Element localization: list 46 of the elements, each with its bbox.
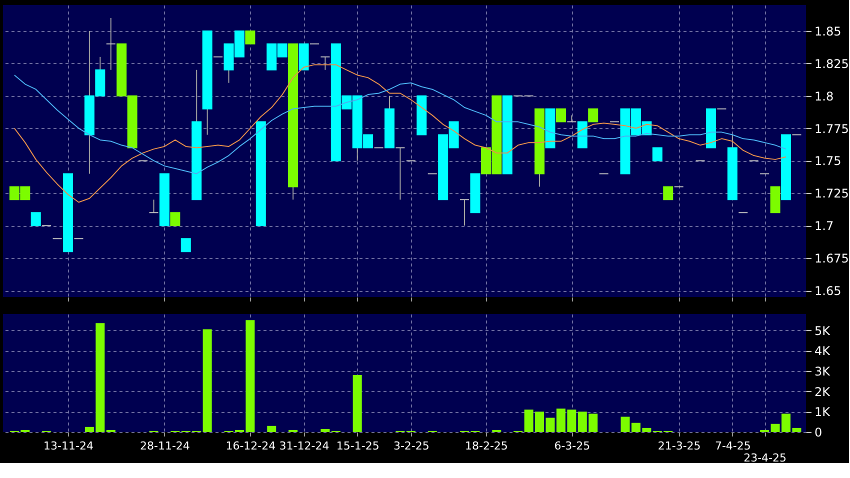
y-tick-label: 0 [814, 426, 822, 440]
candlestick [245, 30, 256, 44]
candlestick [106, 17, 116, 70]
y-tick-label: 4K [814, 344, 832, 358]
candlestick [395, 147, 406, 200]
y-tick-label: 2K [814, 384, 832, 399]
y-tick-label: 1K [814, 405, 832, 420]
y-tick-label: 3K [814, 364, 832, 378]
x-tick-label: 15-1-25 [336, 440, 380, 452]
y-tick-label: 5K [814, 324, 832, 338]
bar [320, 428, 330, 432]
candlestick [460, 199, 470, 226]
x-tick-label: 28-11-24 [140, 440, 190, 452]
bar [267, 426, 276, 432]
x-tick-label: 31-12-24 [279, 440, 330, 452]
candlestick [556, 108, 566, 122]
candlestick [180, 238, 191, 252]
y-tick-label: 1.65 [814, 284, 842, 298]
x-tick-label: 18-2-25 [464, 440, 508, 452]
y-tick-label: 1.725 [814, 186, 849, 201]
x-tick-label: 16-12-24 [226, 440, 276, 452]
x-tick-label: 23-4-25 [744, 452, 787, 464]
candlestick [663, 186, 674, 200]
candlestick [170, 212, 180, 226]
y-tick-label: 1.675 [814, 252, 849, 266]
y-tick-label: 1.75 [814, 154, 842, 168]
bar [352, 375, 362, 432]
candlestick [566, 114, 577, 122]
y-tick-label: 1.775 [814, 122, 849, 136]
x-tick-label: 6-3-25 [554, 440, 590, 452]
x-tick-label: 13-11-24 [44, 440, 94, 452]
candlestick [320, 56, 330, 70]
line-series [14, 74, 786, 174]
bar [202, 329, 212, 432]
x-tick-label: 7-4-25 [714, 440, 751, 452]
line-series [14, 64, 786, 203]
y-tick-label: 1.7 [814, 219, 834, 234]
candlestick [148, 199, 159, 214]
x-tick-label: 3-2-25 [393, 440, 430, 452]
x-tick-label: 21-3-25 [658, 440, 701, 452]
candlestick [588, 108, 598, 122]
candlestick [30, 212, 41, 226]
y-tick-label: 1.825 [814, 56, 849, 71]
y-tick-label: 1.85 [814, 24, 842, 38]
y-tick-label: 1.8 [814, 89, 834, 104]
candlestick [652, 147, 662, 162]
